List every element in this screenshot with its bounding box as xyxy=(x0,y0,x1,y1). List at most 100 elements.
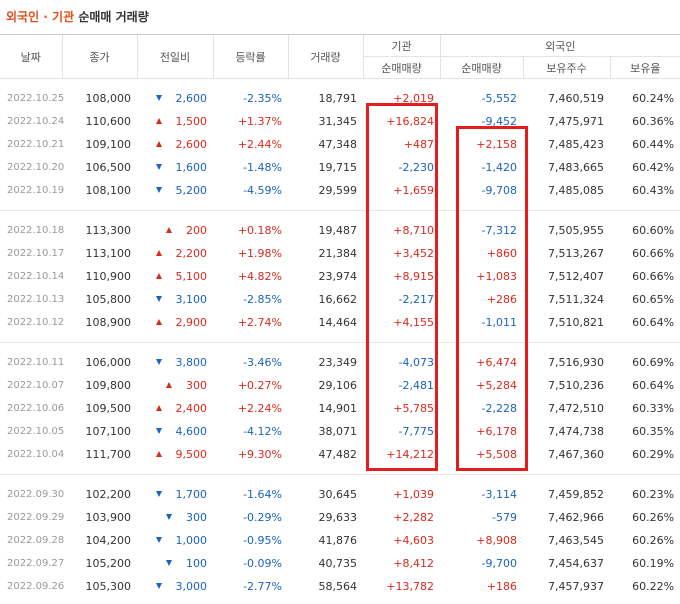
cell: 7,513,267 xyxy=(548,247,604,260)
cell: +5,284 xyxy=(476,379,517,392)
spacer-cell xyxy=(0,334,680,343)
cell: 109,500 xyxy=(85,402,132,415)
cell: 60.19% xyxy=(632,557,675,570)
cell: -7,775 xyxy=(398,425,434,438)
group-spacer xyxy=(0,79,680,88)
change-arrow xyxy=(155,537,162,543)
change-value: 2,900 xyxy=(175,316,208,329)
cell: -579 xyxy=(492,511,517,524)
cell: 60.64% xyxy=(632,379,675,392)
cell: +2,019 xyxy=(393,92,434,105)
data-row: 2022.10.17 113,100 2,200 +1.98% 21,384 +3,452… xyxy=(0,242,680,265)
header-cell: 순매매량 xyxy=(362,56,440,79)
cell: +1.98% xyxy=(237,247,282,260)
spacer-cell xyxy=(0,202,680,211)
data-row: 2022.10.11 106,000 3,800 -3.46% 23,349 -4,073… xyxy=(0,351,680,374)
cell: 60.42% xyxy=(632,161,675,174)
change-value: 9,500 xyxy=(175,448,208,461)
cell: 19,487 xyxy=(318,224,358,237)
cell: +2.74% xyxy=(237,316,282,329)
cell: 38,071 xyxy=(318,425,358,438)
cell: 3,800 xyxy=(137,351,213,374)
change-arrow xyxy=(155,583,162,589)
cell: 7,485,423 xyxy=(548,138,604,151)
data-row: 2022.10.05 107,100 4,600 -4.12% 38,071 -7,775… xyxy=(0,420,680,443)
cell: +1,039 xyxy=(393,488,434,501)
cell: +8,412 xyxy=(393,557,434,570)
cell: 7,475,971 xyxy=(548,115,604,128)
data-row: 2022.09.28 104,200 1,000 -0.95% 41,876 +4,603… xyxy=(0,529,680,552)
change-value: 300 xyxy=(186,379,207,392)
cell: -4,073 xyxy=(398,356,434,369)
cell: 2022.10.13 xyxy=(7,294,65,305)
cell: +3,452 xyxy=(393,247,434,260)
cell: 16,662 xyxy=(318,293,358,306)
cell: 1,700 xyxy=(137,483,213,506)
cell: 60.29% xyxy=(632,448,675,461)
cell: 200 xyxy=(137,219,213,242)
change-arrow xyxy=(155,273,162,279)
header-cell: 외국인 xyxy=(439,34,680,57)
group-spacer xyxy=(0,211,680,220)
change-arrow xyxy=(155,359,162,365)
cell: 4,600 xyxy=(137,420,213,443)
cell: 3,000 xyxy=(137,575,213,598)
cell: 2022.10.06 xyxy=(7,403,65,414)
cell: -9,700 xyxy=(481,557,517,570)
cell: +286 xyxy=(486,293,517,306)
highlight-box xyxy=(456,126,528,471)
cell: 19,715 xyxy=(318,161,358,174)
change-value: 2,600 xyxy=(175,138,208,151)
cell: -4.12% xyxy=(243,425,282,438)
cell: 2022.10.24 xyxy=(7,116,65,127)
change-arrow xyxy=(155,118,162,124)
cell: +1.37% xyxy=(237,115,282,128)
cell: 7,467,360 xyxy=(548,448,604,461)
header-cell: 전일비 xyxy=(136,34,213,79)
cell: 2022.10.07 xyxy=(7,380,65,391)
header-cell: 순매매량 xyxy=(439,56,523,79)
cell: -2,228 xyxy=(481,402,517,415)
cell: 7,457,937 xyxy=(548,580,604,593)
cell: 108,100 xyxy=(85,184,132,197)
cell: 107,100 xyxy=(85,425,132,438)
change-arrow xyxy=(166,382,172,388)
data-row: 2022.10.06 109,500 2,400 +2.24% 14,901 +5,785… xyxy=(0,397,680,420)
cell: 2022.09.28 xyxy=(7,535,65,546)
header-cell: 기관 xyxy=(362,34,440,57)
cell: 7,483,665 xyxy=(548,161,604,174)
cell: 105,800 xyxy=(85,293,132,306)
data-row: 2022.09.26 105,300 3,000 -2.77% 58,564 +13,78… xyxy=(0,575,680,598)
cell: 29,599 xyxy=(318,184,358,197)
change-arrow xyxy=(155,405,162,411)
cell: 2022.10.17 xyxy=(7,248,65,259)
header-cell: 종가 xyxy=(61,34,137,79)
cell: 110,600 xyxy=(85,115,132,128)
cell: 60.24% xyxy=(632,92,675,105)
cell: 1,600 xyxy=(137,156,213,179)
cell: +6,178 xyxy=(476,425,517,438)
cell: 111,700 xyxy=(85,448,132,461)
cell: 105,200 xyxy=(85,557,132,570)
cell: +0.27% xyxy=(237,379,282,392)
cell: 7,454,637 xyxy=(548,557,604,570)
cell: +8,710 xyxy=(393,224,434,237)
cell: 60.26% xyxy=(632,511,675,524)
cell: 5,200 xyxy=(137,179,213,202)
cell: +5,508 xyxy=(476,448,517,461)
data-row: 2022.10.21 109,100 2,600 +2.44% 47,348 +487 +2… xyxy=(0,133,680,156)
group-spacer xyxy=(0,334,680,343)
cell: 60.44% xyxy=(632,138,675,151)
cell: +4,155 xyxy=(393,316,434,329)
cell: 102,200 xyxy=(85,488,132,501)
cell: 7,463,545 xyxy=(548,534,604,547)
change-value: 1,000 xyxy=(175,534,208,547)
cell: +186 xyxy=(486,580,517,593)
change-value: 3,100 xyxy=(175,293,208,306)
change-arrow xyxy=(155,141,162,147)
change-arrow xyxy=(155,451,162,457)
panel-title: 외국인 · 기관 순매매 거래량 xyxy=(6,8,149,25)
data-row: 2022.10.18 113,300 200 +0.18% 19,487 +8,710 -7… xyxy=(0,219,680,242)
cell: 2022.10.25 xyxy=(7,93,65,104)
data-row: 2022.10.14 110,900 5,100 +4.82% 23,974 +8,915… xyxy=(0,265,680,288)
